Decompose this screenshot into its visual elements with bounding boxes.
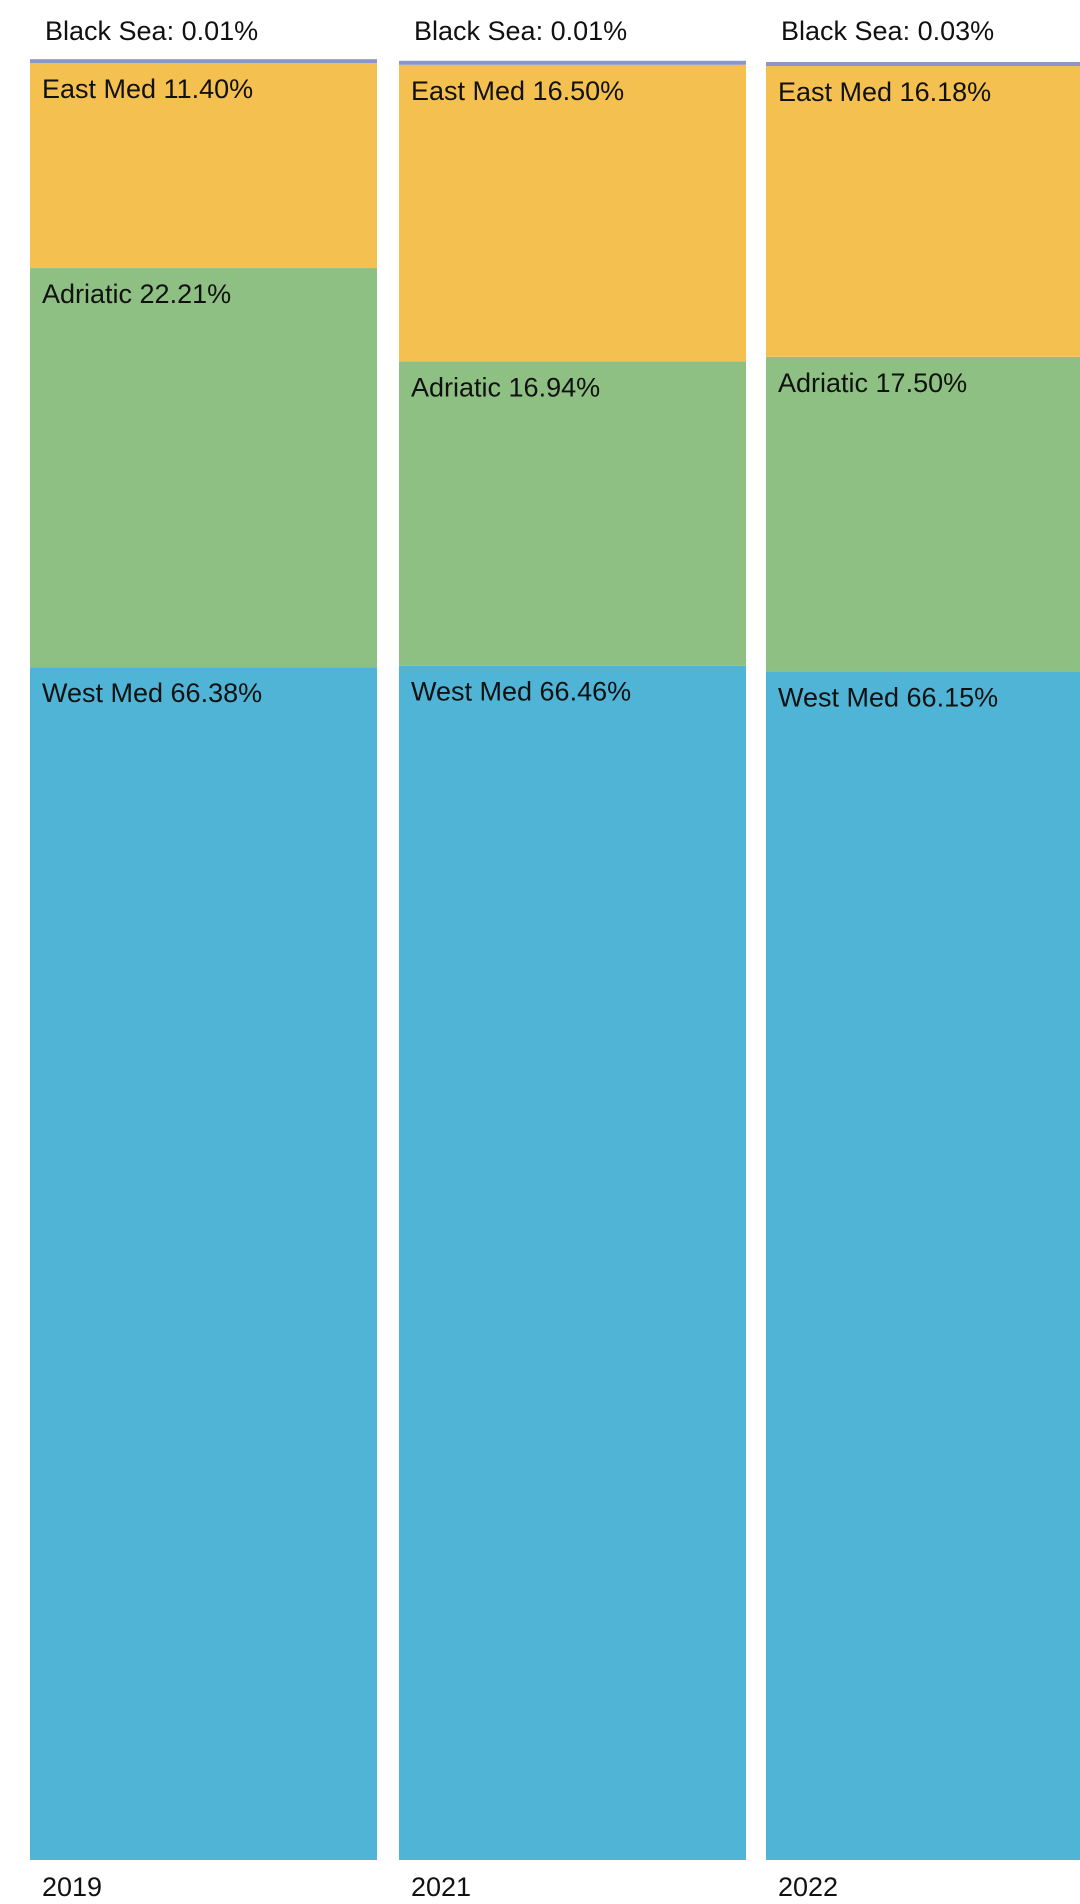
segment-label-east-med-2019: East Med 11.40%	[42, 74, 253, 104]
segment-label-west-med-2021: West Med 66.46%	[411, 677, 631, 707]
bar-segment-west-med-2019	[30, 667, 377, 1861]
bar-segment-east-med-2022	[766, 66, 1080, 357]
segment-label-adriatic-2021: Adriatic 16.94%	[411, 372, 600, 402]
segment-label-east-med-2022: East Med 16.18%	[778, 77, 991, 107]
bar-segment-adriatic-2021	[399, 361, 746, 666]
x-tick-label-2021: 2021	[411, 1872, 471, 1899]
bar-segment-west-med-2022	[766, 671, 1080, 1861]
bar-segment-west-med-2021	[399, 665, 746, 1860]
bar-segment-black-sea-2022	[766, 62, 1080, 67]
x-tick-label-2022: 2022	[778, 1872, 838, 1899]
bar-segment-adriatic-2019	[30, 268, 377, 668]
segment-label-black-sea-2019: Black Sea: 0.01%	[45, 16, 258, 46]
bar-segment-adriatic-2022	[766, 356, 1080, 672]
segment-label-adriatic-2019: Adriatic 22.21%	[42, 279, 231, 309]
segment-label-black-sea-2022: Black Sea: 0.03%	[781, 16, 994, 46]
segment-label-black-sea-2021: Black Sea: 0.01%	[414, 16, 627, 46]
segment-label-west-med-2019: West Med 66.38%	[42, 678, 262, 708]
bar-segment-black-sea-2021	[399, 60, 746, 65]
segment-label-east-med-2021: East Med 16.50%	[411, 76, 624, 106]
segment-label-west-med-2022: West Med 66.15%	[778, 682, 998, 712]
x-tick-label-2019: 2019	[42, 1872, 102, 1899]
bar-segment-east-med-2021	[399, 64, 746, 362]
bar-segment-east-med-2019	[30, 63, 377, 269]
bar-segment-black-sea-2019	[30, 59, 377, 64]
segment-label-adriatic-2022: Adriatic 17.50%	[778, 368, 967, 398]
